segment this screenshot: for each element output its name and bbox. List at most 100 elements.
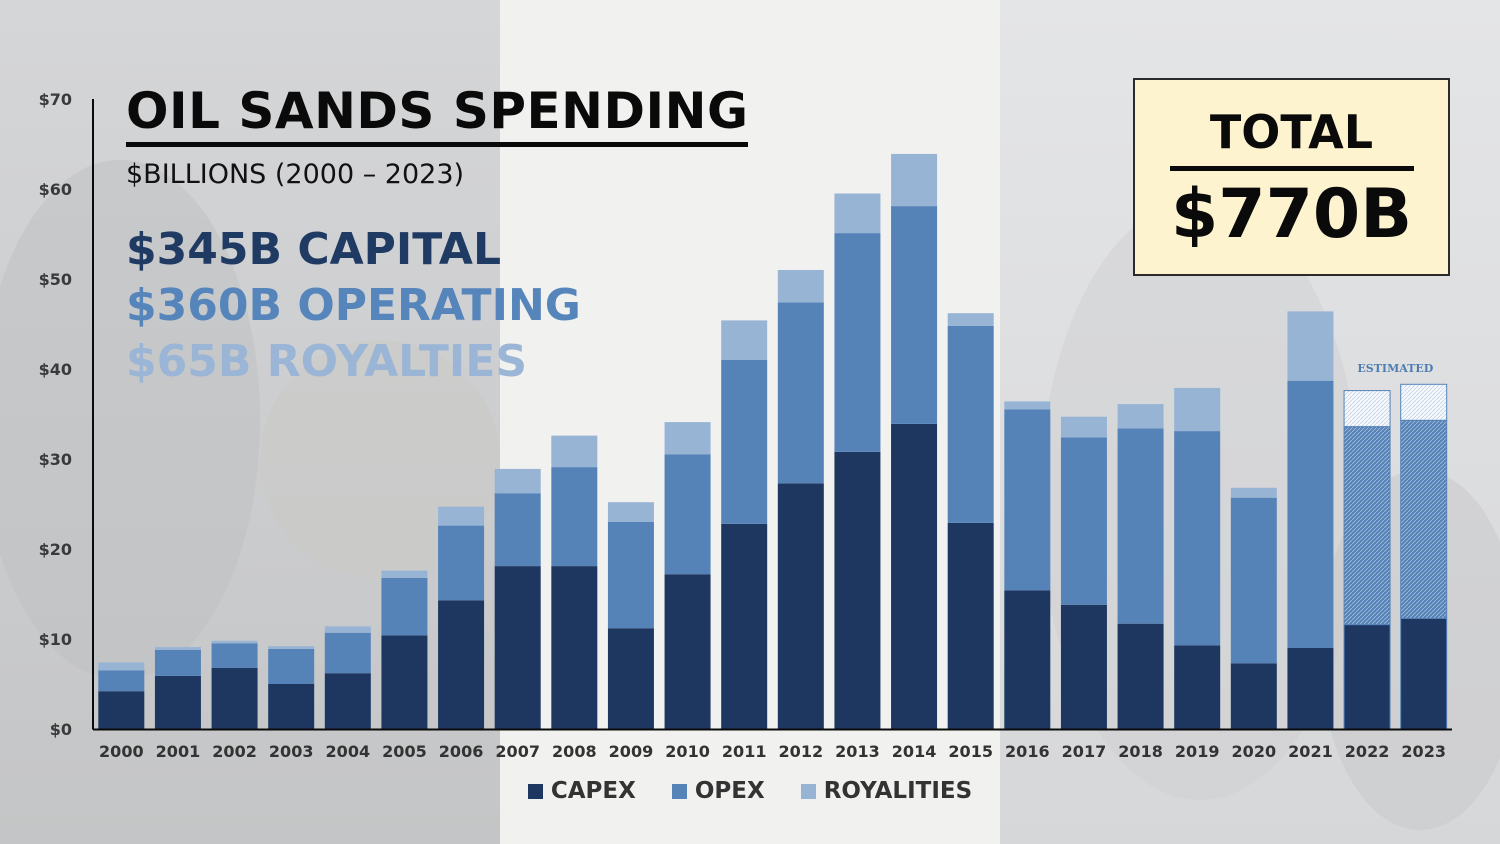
bar-segment-royalities-2015 [947, 313, 994, 326]
bar-segment-capex-2020 [1230, 663, 1277, 729]
bar-segment-royalities-2016 [1004, 401, 1051, 410]
bar-segment-royalities-2020 [1230, 487, 1277, 498]
y-tick-label: $10 [39, 630, 72, 649]
summary-operating-amount: $360B [126, 280, 282, 331]
bar-segment-royalities-2018 [1117, 404, 1164, 429]
bar-segment-royalities-2010 [664, 422, 711, 455]
bar-segment-royalities-2023 [1400, 383, 1448, 421]
bar-segment-royalities-2001 [154, 647, 201, 650]
bar-segment-royalities-2019 [1174, 387, 1221, 432]
x-tick-label: 2012 [779, 742, 824, 761]
bar-segment-capex-2013 [834, 451, 881, 729]
summary-capital-amount: $345B [126, 224, 282, 275]
bar-segment-opex-2014 [891, 206, 938, 424]
legend-swatch-royalties [800, 783, 816, 799]
bar-segment-capex-2019 [1174, 645, 1221, 729]
bar-segment-royalities-2012 [777, 270, 824, 303]
y-tick-label: $20 [39, 540, 72, 559]
bar-segment-royalities-2014 [891, 153, 938, 207]
legend-item-opex: OPEX [671, 778, 765, 804]
x-tick-label: 2001 [156, 742, 201, 761]
legend-label-capex: CAPEX [550, 778, 636, 804]
bar-segment-capex-2001 [154, 675, 201, 729]
bar-segment-capex-2008 [551, 566, 598, 729]
bar-segment-royalities-2003 [268, 646, 315, 649]
summary-royalties-label: ROYALTIES [266, 336, 528, 387]
bar-segment-capex-2011 [721, 523, 768, 729]
x-tick-label: 2003 [269, 742, 314, 761]
legend-swatch-opex [671, 783, 687, 799]
x-tick-label: 2002 [212, 742, 257, 761]
bar-segment-opex-2000 [98, 670, 145, 692]
x-tick-label: 2019 [1175, 742, 1220, 761]
chart-title: OIL SANDS SPENDING [126, 82, 749, 140]
bar-segment-opex-2007 [494, 493, 541, 567]
x-tick-label: 2000 [99, 742, 144, 761]
x-tick-label: 2009 [609, 742, 654, 761]
bar-segment-royalities-2005 [381, 570, 428, 578]
x-tick-label: 2021 [1288, 742, 1333, 761]
bar-segment-capex-2022 [1343, 624, 1391, 730]
bar-segment-opex-2020 [1230, 497, 1277, 664]
bar-segment-opex-2001 [154, 649, 201, 676]
bar-segment-capex-2000 [98, 691, 145, 729]
bar-segment-opex-2015 [947, 325, 994, 523]
x-tick-label: 2004 [326, 742, 371, 761]
summary-capital-label: CAPITAL [297, 224, 501, 275]
bar-segment-capex-2006 [438, 600, 485, 729]
bar-segment-royalities-2011 [721, 320, 768, 360]
bar-segment-royalities-2022 [1343, 390, 1391, 428]
x-tick-label: 2016 [1005, 742, 1050, 761]
bar-segment-opex-2006 [438, 525, 485, 601]
bar-segment-opex-2004 [324, 632, 371, 674]
legend-label-royalties: ROYALITIES [823, 778, 973, 804]
chart-subtitle: $BILLIONS (2000 – 2023) [126, 159, 465, 190]
bar-segment-royalities-2004 [324, 626, 371, 633]
bar-segment-capex-2012 [777, 483, 824, 729]
x-tick-label: 2017 [1062, 742, 1107, 761]
title-block: OIL SANDS SPENDING $BILLIONS (2000 – 202… [126, 82, 749, 190]
bar-segment-royalities-2009 [607, 502, 654, 522]
bar-segment-capex-2023 [1400, 617, 1448, 730]
legend-label-opex: OPEX [694, 778, 765, 804]
summary-royalties-amount: $65B [126, 336, 252, 387]
x-tick-label: 2011 [722, 742, 767, 761]
bar-segment-capex-2014 [891, 423, 938, 729]
y-tick-label: $50 [39, 270, 72, 289]
bar-segment-opex-2003 [268, 648, 315, 684]
total-box: TOTAL $770B [1133, 78, 1450, 276]
bar-segment-opex-2011 [721, 360, 768, 524]
y-tick-label: $60 [39, 180, 72, 199]
bar-segment-opex-2023 [1400, 419, 1448, 619]
x-tick-label: 2020 [1232, 742, 1277, 761]
y-tick-label: $40 [39, 360, 72, 379]
bar-segment-royalities-2000 [98, 662, 145, 671]
x-tick-label: 2023 [1401, 742, 1446, 761]
summary-capital: $345B CAPITAL [126, 222, 581, 278]
estimated-label: ESTIMATED [1357, 362, 1433, 375]
bar-segment-royalities-2006 [438, 506, 485, 526]
total-value: $770B [1170, 175, 1413, 254]
x-tick-label: 2006 [439, 742, 484, 761]
bar-segment-capex-2015 [947, 522, 994, 729]
bar-segment-opex-2010 [664, 454, 711, 575]
bar-segment-royalities-2007 [494, 468, 541, 494]
bar-segment-capex-2005 [381, 635, 428, 729]
bar-segment-opex-2008 [551, 467, 598, 567]
y-tick-label: $30 [39, 450, 72, 469]
bar-segment-opex-2005 [381, 577, 428, 636]
x-tick-label: 2010 [665, 742, 710, 761]
bar-segment-opex-2021 [1287, 380, 1334, 648]
legend-item-royalties: ROYALITIES [800, 778, 973, 804]
bar-segment-opex-2013 [834, 233, 881, 452]
bar-segment-capex-2004 [324, 673, 371, 729]
bar-segment-capex-2017 [1060, 604, 1107, 729]
total-label: TOTAL [1209, 105, 1374, 159]
bar-segment-royalities-2008 [551, 435, 598, 468]
bar-segment-opex-2017 [1060, 437, 1107, 605]
bar-segment-royalities-2021 [1287, 311, 1334, 381]
bar-segment-capex-2010 [664, 574, 711, 729]
bar-segment-opex-2022 [1343, 426, 1391, 626]
x-tick-label: 2022 [1345, 742, 1390, 761]
